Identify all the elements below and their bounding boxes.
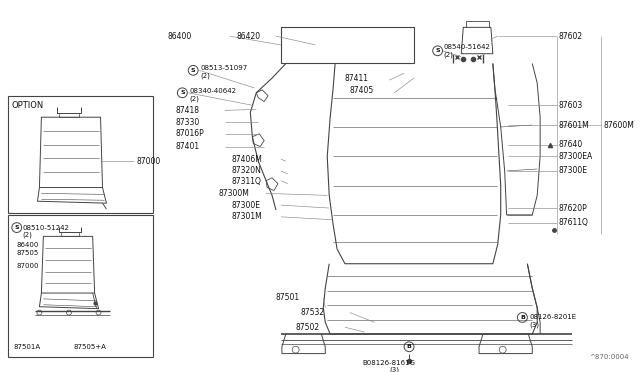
- Text: 87611Q: 87611Q: [559, 218, 589, 227]
- Text: (2): (2): [189, 95, 199, 102]
- Text: 08540-51642: 08540-51642: [444, 44, 490, 50]
- Bar: [8, 215, 153, 356]
- Text: B: B: [406, 344, 412, 349]
- Text: 87330: 87330: [175, 118, 200, 126]
- Text: 87405: 87405: [350, 86, 374, 95]
- Bar: [8, 96, 153, 213]
- Text: S: S: [180, 90, 185, 95]
- Text: 87406M: 87406M: [232, 155, 262, 164]
- Text: 86420: 86420: [237, 32, 260, 41]
- Text: ^870:0004: ^870:0004: [589, 353, 629, 359]
- Text: 87320N: 87320N: [232, 166, 262, 176]
- Text: 87501: 87501: [276, 294, 300, 302]
- Text: (3): (3): [389, 367, 399, 372]
- Text: 87301M: 87301M: [232, 212, 262, 221]
- Text: 87502: 87502: [296, 323, 320, 332]
- Text: 87501A: 87501A: [14, 344, 41, 350]
- Text: 87300EA: 87300EA: [559, 152, 593, 161]
- Text: 08510-51242: 08510-51242: [22, 225, 70, 231]
- Text: 87401: 87401: [175, 142, 200, 151]
- Text: 87505+A: 87505+A: [74, 344, 107, 350]
- Text: 87016P: 87016P: [175, 129, 204, 138]
- Text: 87600M: 87600M: [604, 121, 634, 129]
- Text: B08126-8161G: B08126-8161G: [363, 360, 416, 366]
- Text: S: S: [191, 68, 195, 73]
- Text: (2): (2): [22, 231, 33, 238]
- Text: 08340-40642: 08340-40642: [189, 88, 236, 94]
- Text: (2): (2): [200, 73, 210, 80]
- Text: OPTION: OPTION: [12, 101, 44, 110]
- Text: 87300E: 87300E: [559, 166, 588, 176]
- Text: 87311Q: 87311Q: [232, 177, 262, 186]
- Text: S: S: [15, 225, 19, 230]
- Text: 87620P: 87620P: [559, 203, 588, 212]
- Text: 08126-8201E: 08126-8201E: [529, 314, 577, 320]
- Text: S: S: [435, 48, 440, 53]
- Text: 87300M: 87300M: [219, 189, 250, 198]
- Text: 87640: 87640: [559, 140, 583, 149]
- Text: 87300E: 87300E: [232, 201, 260, 210]
- Text: 87411: 87411: [345, 74, 369, 83]
- Text: (3): (3): [529, 321, 540, 327]
- Text: 87418: 87418: [175, 106, 200, 115]
- Text: 87000: 87000: [136, 157, 160, 166]
- Text: 87602: 87602: [559, 32, 583, 41]
- Text: 87000: 87000: [17, 263, 39, 269]
- Text: (2): (2): [444, 51, 453, 58]
- Text: 87532: 87532: [301, 308, 324, 317]
- Text: 86400: 86400: [17, 242, 39, 248]
- Text: 87601M: 87601M: [559, 121, 589, 129]
- Text: 87603: 87603: [559, 101, 583, 110]
- Text: B: B: [520, 315, 525, 320]
- Text: 87505: 87505: [17, 250, 39, 256]
- Text: 08513-51097: 08513-51097: [200, 65, 247, 71]
- Text: 86400: 86400: [168, 32, 192, 41]
